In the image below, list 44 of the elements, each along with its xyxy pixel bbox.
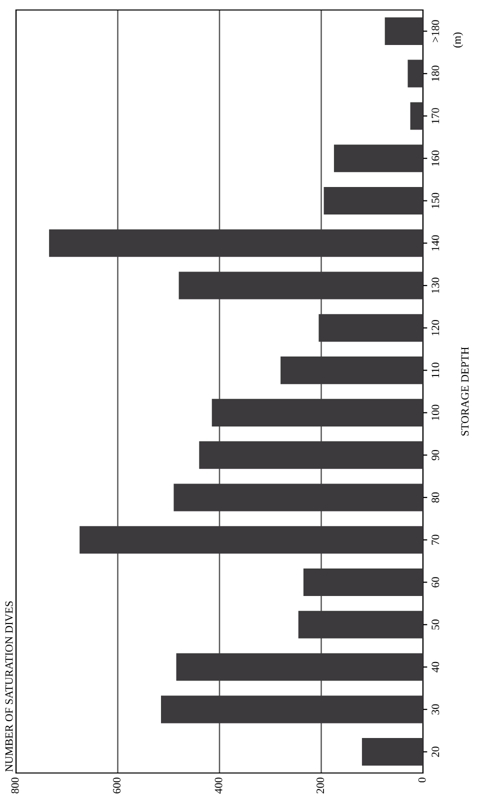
bar bbox=[303, 568, 423, 596]
bar bbox=[384, 17, 423, 45]
y-tick-label: 20 bbox=[432, 746, 440, 757]
y-tick-label: 30 bbox=[432, 704, 440, 714]
text: (m) bbox=[452, 32, 464, 48]
y-tick-label: 140 bbox=[432, 235, 440, 250]
x-tick-label: 400 bbox=[214, 778, 222, 794]
bar bbox=[160, 696, 423, 724]
y-tick-label: >180 bbox=[432, 20, 440, 42]
y-tick-label: 90 bbox=[432, 450, 440, 460]
y-tick-label: 40 bbox=[432, 662, 440, 672]
y-tick-label: 180 bbox=[432, 66, 440, 81]
bar bbox=[176, 653, 423, 681]
bar bbox=[324, 186, 423, 215]
y-tick-label: 150 bbox=[432, 192, 440, 208]
bar bbox=[334, 144, 423, 172]
y-tick-label: 130 bbox=[432, 278, 440, 293]
text: NUMBER OF SATURATION DIVES bbox=[5, 601, 13, 772]
y-tick-label: 70 bbox=[432, 534, 440, 545]
bar bbox=[318, 314, 423, 342]
bar bbox=[298, 610, 423, 638]
y-tick-label: 120 bbox=[432, 320, 440, 336]
bar bbox=[410, 102, 423, 130]
y-tick-label: 110 bbox=[432, 362, 440, 378]
y-tick-label: 60 bbox=[432, 577, 440, 588]
x-tick-label: 600 bbox=[113, 778, 121, 794]
y-tick-label: 80 bbox=[432, 492, 440, 503]
bar bbox=[49, 229, 423, 257]
x-tick-label: 200 bbox=[316, 778, 324, 794]
bar bbox=[212, 398, 423, 426]
x-tick-label: 800 bbox=[11, 778, 19, 794]
bar bbox=[408, 60, 423, 88]
bar bbox=[80, 526, 423, 554]
bar bbox=[178, 272, 423, 300]
y-axis-title: STORAGE DEPTH bbox=[461, 347, 469, 436]
bar bbox=[174, 484, 423, 512]
bar bbox=[362, 738, 423, 766]
bar bbox=[280, 356, 423, 384]
y-tick-label: 160 bbox=[432, 150, 440, 166]
y-tick-label: 100 bbox=[432, 404, 440, 420]
bar bbox=[199, 441, 423, 469]
y-tick-label: 50 bbox=[432, 620, 440, 630]
x-tick-label: 0 bbox=[418, 778, 426, 782]
y-tick-label: 170 bbox=[432, 108, 440, 124]
